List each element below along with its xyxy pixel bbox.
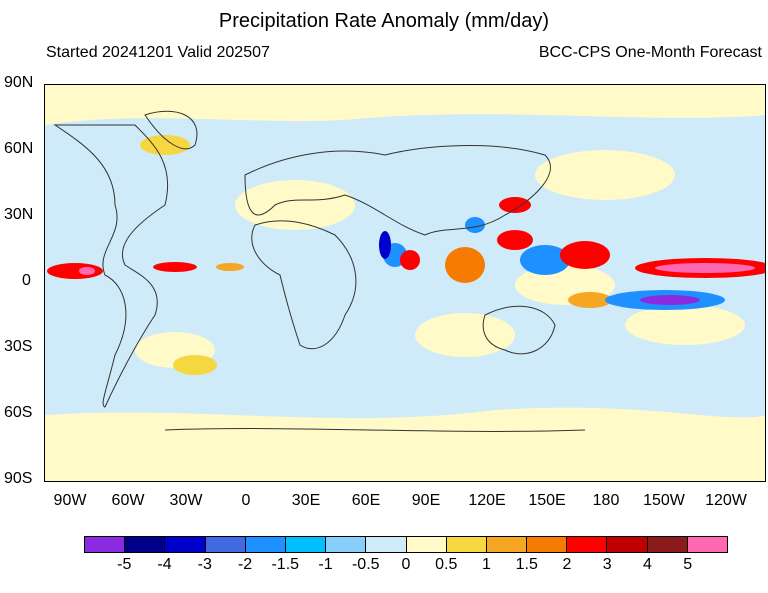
colorbar-tick-label: -1: [318, 556, 333, 573]
colorbar-swatch: [205, 537, 246, 552]
colorbar-swatch: [125, 537, 166, 552]
colorbar-tick-label: 3: [602, 556, 612, 573]
lon-label-180: 180: [592, 492, 620, 509]
tropical-anomalies: [47, 197, 765, 310]
colorbar-swatch: [687, 537, 727, 552]
colorbar-swatch: [366, 537, 407, 552]
lat-label-90n: 90N: [4, 74, 34, 91]
colorbar-tick-label: 0: [401, 556, 411, 573]
map-canvas: [45, 85, 765, 481]
lon-label-120w: 120W: [705, 492, 747, 509]
forecast-start-label: Started 20241201 Valid 202507: [46, 44, 270, 61]
colorbar-tick-label: 5: [683, 556, 693, 573]
colorbar-tick-label: 4: [643, 556, 652, 573]
lat-label-60s: 60S: [4, 404, 33, 421]
colorbar: [84, 536, 728, 553]
colorbar-tick-label: -2: [237, 556, 253, 573]
colorbar-tick-label: 2: [562, 556, 572, 573]
colorbar-swatch: [486, 537, 528, 552]
colorbar-tick-label: -5: [117, 556, 132, 573]
lon-label-150e: 150E: [528, 492, 566, 509]
lon-label-30w: 30W: [169, 492, 203, 509]
lon-label-60w: 60W: [111, 492, 145, 509]
positive-anomaly-patches: [45, 85, 765, 481]
colorbar-swatch: [527, 537, 568, 552]
colorbar-swatch: [406, 537, 447, 552]
colorbar-swatch: [165, 537, 206, 552]
colorbar-swatch: [567, 537, 608, 552]
colorbar-tick-label: -3: [197, 556, 212, 573]
colorbar-swatch: [647, 537, 688, 552]
lat-label-30n: 30N: [4, 206, 34, 223]
lon-label-90w: 90W: [53, 492, 87, 509]
lon-label-90e: 90E: [411, 492, 441, 509]
precipitation-anomaly-map: [44, 84, 766, 482]
lon-label-60e: 60E: [351, 492, 381, 509]
colorbar-swatch: [326, 537, 367, 552]
colorbar-tick-label: -4: [157, 556, 172, 573]
colorbar-swatch: [245, 537, 286, 552]
lat-label-60n: 60N: [4, 140, 34, 157]
colorbar-tick-label: 1.5: [515, 556, 538, 573]
continent-outlines: [53, 110, 586, 432]
colorbar-tick-label: -0.5: [351, 556, 380, 573]
lon-label-0: 0: [241, 492, 251, 509]
lon-label-150w: 150W: [643, 492, 685, 509]
lat-label-30s: 30S: [4, 338, 33, 355]
colorbar-swatch: [85, 537, 126, 552]
map-title: Precipitation Rate Anomaly (mm/day): [218, 10, 550, 32]
colorbar-tick-label: -1.5: [271, 556, 300, 573]
colorbar-swatch: [446, 537, 487, 552]
lon-label-120e: 120E: [468, 492, 506, 509]
colorbar-tick-label: 1: [482, 556, 491, 573]
colorbar-swatch: [285, 537, 327, 552]
colorbar-tick-label: 0.5: [435, 556, 458, 573]
lon-label-30e: 30E: [291, 492, 321, 509]
colorbar-swatch: [607, 537, 648, 552]
lat-label-0: 0: [22, 272, 31, 289]
lat-label-90s: 90S: [4, 470, 33, 487]
forecast-source-label: BCC-CPS One-Month Forecast: [538, 44, 762, 61]
